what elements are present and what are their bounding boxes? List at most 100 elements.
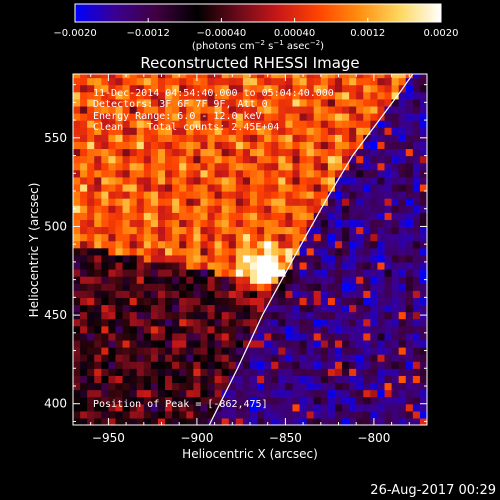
heatmap-cell	[108, 389, 117, 398]
heatmap-cell	[363, 84, 371, 93]
heatmap-cell	[327, 84, 336, 93]
heatmap-cell	[101, 304, 109, 313]
heatmap-cell	[186, 276, 194, 284]
heatmap-cell	[398, 389, 407, 398]
heatmap-cell	[327, 176, 336, 185]
heatmap-cell	[108, 240, 117, 249]
heatmap-cell	[419, 105, 427, 114]
heatmap-cell	[334, 134, 343, 142]
heatmap-cell	[122, 368, 131, 376]
heatmap-cell	[384, 105, 393, 114]
heatmap-cell	[285, 113, 294, 121]
heatmap-cell	[186, 191, 194, 199]
heatmap-cell	[179, 311, 187, 320]
heatmap-cell	[242, 403, 251, 412]
heatmap-cell	[405, 290, 414, 298]
heatmap-cell	[349, 382, 357, 391]
heatmap-cell	[306, 198, 315, 206]
heatmap-cell	[207, 276, 216, 284]
heatmap-cell	[172, 105, 180, 114]
heatmap-cell	[242, 361, 251, 369]
heatmap-cell	[320, 332, 329, 341]
heatmap-cell	[221, 283, 230, 291]
heatmap-cell	[165, 233, 173, 242]
heatmap-cell	[334, 169, 343, 178]
heatmap-cell	[292, 269, 301, 277]
heatmap-cell	[313, 396, 322, 405]
heatmap-cell	[257, 141, 265, 150]
heatmap-cell	[250, 74, 258, 79]
heatmap-cell	[405, 417, 414, 425]
heatmap-cell	[257, 403, 265, 412]
heatmap-cell	[221, 361, 230, 369]
heatmap-cell	[143, 361, 152, 369]
heatmap-cell	[327, 396, 336, 405]
heatmap-cell	[129, 332, 138, 341]
heatmap-cell	[214, 361, 223, 369]
heatmap-cell	[214, 354, 223, 362]
heatmap-cell	[264, 354, 272, 362]
heatmap-cell	[257, 389, 265, 398]
heatmap-cell	[115, 311, 124, 320]
heatmap-cell	[172, 361, 180, 369]
heatmap-cell	[122, 347, 131, 355]
heatmap-cell	[349, 120, 357, 128]
heatmap-cell	[80, 212, 88, 220]
heatmap-cell	[157, 325, 166, 334]
heatmap-cell	[257, 191, 265, 199]
heatmap-cell	[122, 127, 131, 135]
heatmap-cell	[370, 247, 379, 256]
heatmap-cell	[87, 396, 95, 405]
heatmap-cell	[200, 74, 209, 79]
heatmap-cell	[363, 77, 371, 86]
heatmap-cell	[412, 261, 421, 270]
heatmap-cell	[419, 382, 427, 391]
heatmap-cell	[80, 162, 88, 171]
heatmap-cell	[214, 233, 223, 242]
heatmap-cell	[228, 134, 237, 142]
heatmap-cell	[363, 91, 371, 100]
heatmap-cell	[299, 269, 308, 277]
heatmap-cell	[136, 134, 145, 142]
heatmap-cell	[186, 105, 194, 114]
heatmap-cell	[384, 212, 393, 220]
heatmap-cell	[264, 347, 272, 355]
heatmap-cell	[129, 368, 138, 376]
heatmap-cell	[327, 105, 336, 114]
heatmap-cell	[221, 212, 230, 220]
heatmap-cell	[214, 212, 223, 220]
heatmap-cell	[419, 325, 427, 334]
heatmap-cell	[200, 410, 209, 419]
heatmap-cell	[349, 261, 357, 270]
heatmap-cell	[271, 219, 279, 228]
heatmap-cell	[150, 297, 159, 306]
heatmap-cell	[172, 84, 180, 93]
heatmap-cell	[143, 127, 152, 135]
heatmap-cell	[129, 276, 138, 284]
heatmap-cell	[136, 205, 145, 213]
heatmap-cell	[200, 169, 209, 178]
heatmap-cell	[200, 325, 209, 334]
heatmap-cell	[342, 297, 350, 306]
heatmap-cell	[150, 304, 159, 313]
heatmap-cell	[356, 354, 364, 362]
heatmap-cell	[228, 169, 237, 178]
heatmap-cell	[285, 304, 294, 313]
heatmap-cell	[172, 127, 180, 135]
heatmap-cell	[115, 113, 124, 121]
heatmap-cell	[285, 74, 294, 79]
heatmap-cell	[412, 191, 421, 199]
heatmap-cell	[94, 290, 102, 298]
heatmap-cell	[384, 240, 393, 249]
heatmap-cell	[278, 120, 286, 128]
heatmap-cell	[285, 176, 294, 185]
heatmap-cell	[172, 176, 180, 185]
heatmap-cell	[250, 233, 258, 242]
heatmap-cell	[306, 368, 315, 376]
heatmap-cell	[250, 77, 258, 86]
heatmap-cell	[349, 134, 357, 142]
heatmap-cell	[179, 354, 187, 362]
heatmap-cell	[73, 247, 81, 256]
heatmap-cell	[179, 113, 187, 121]
